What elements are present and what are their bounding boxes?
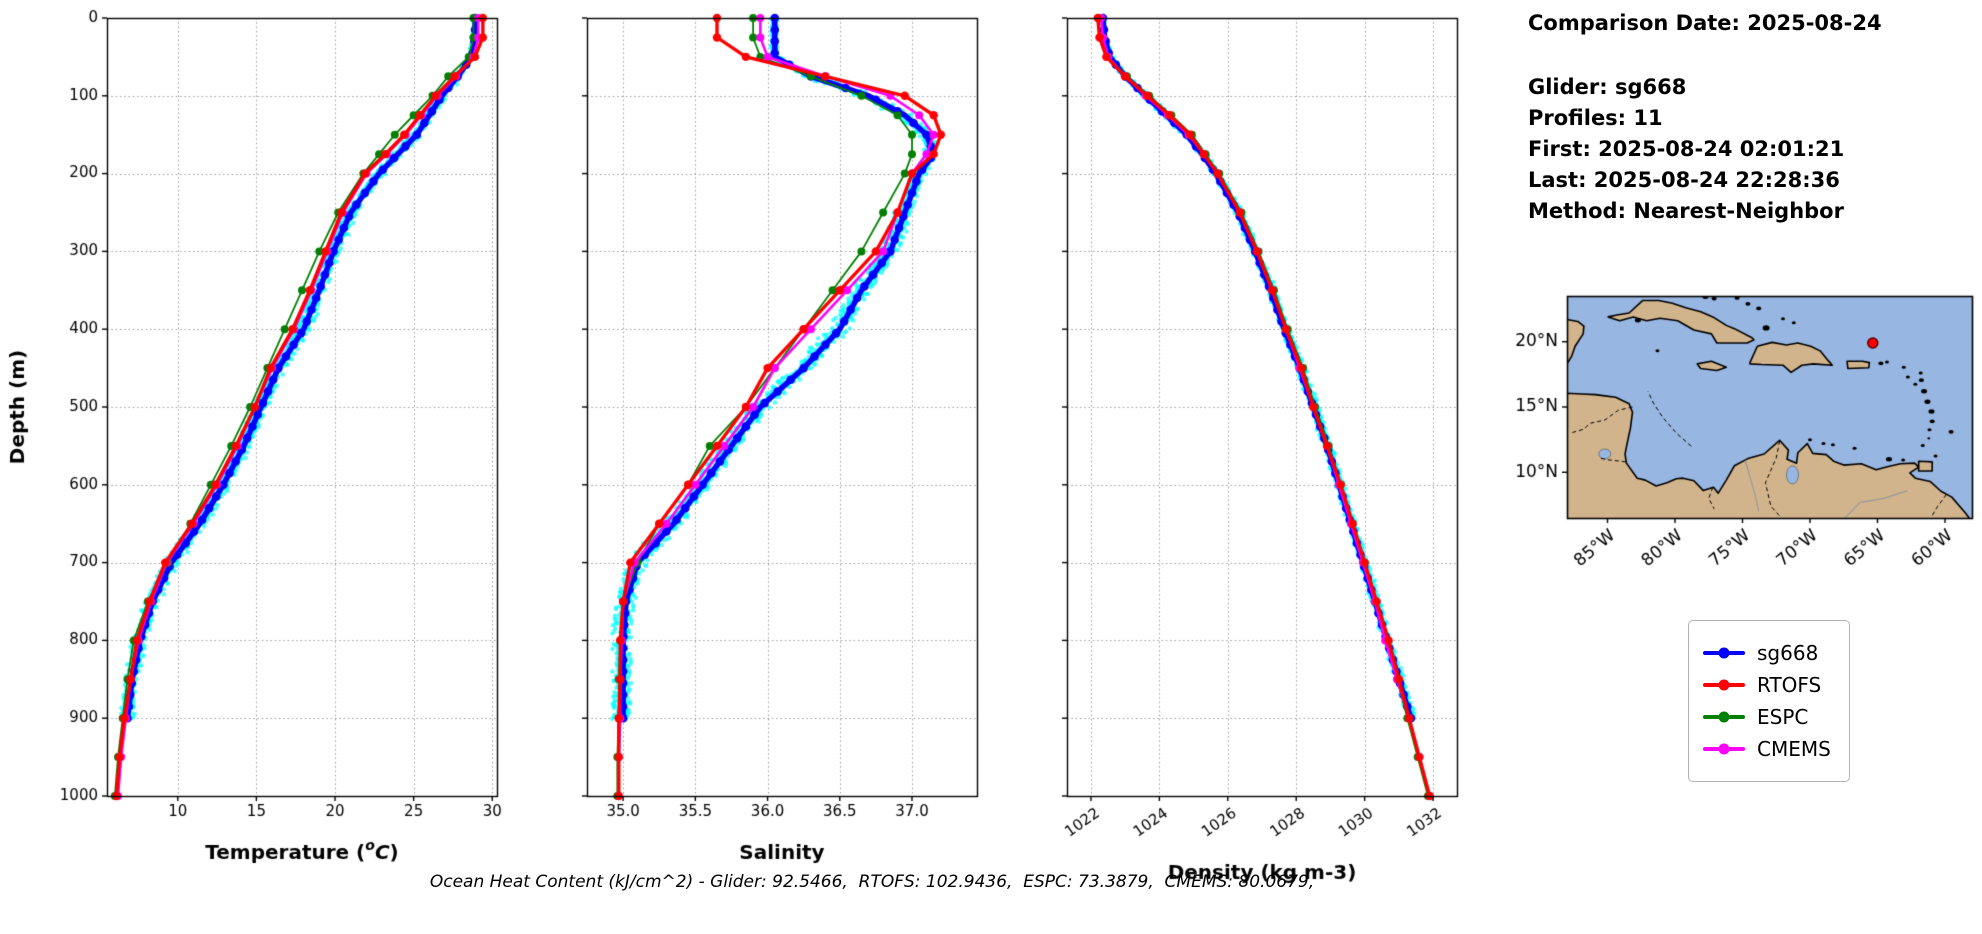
comparison-date: Comparison Date: 2025-08-24 [1528, 11, 1882, 35]
comparison-info-block: Comparison Date: 2025-08-24 Glider: sg66… [1528, 8, 1882, 227]
comparison-method: Method: Nearest-Neighbor [1528, 199, 1844, 223]
legend-label: CMEMS [1757, 737, 1831, 761]
legend-line-marker-icon [1703, 646, 1745, 660]
temperature-profile-plot [0, 0, 520, 934]
density-profile-plot [1000, 0, 1520, 934]
glider-name: Glider: sg668 [1528, 75, 1687, 99]
legend-label: sg668 [1757, 641, 1819, 665]
legend-line-marker-icon [1703, 678, 1745, 692]
ohc-footer: Ocean Heat Content (kJ/cm^2) - Glider: 9… [429, 872, 1315, 892]
legend-entry-espc: ESPC [1703, 705, 1831, 729]
legend-entry-sg668: sg668 [1703, 641, 1831, 665]
location-map [1490, 250, 1982, 590]
last-profile-time: Last: 2025-08-24 22:28:36 [1528, 168, 1840, 192]
legend: sg668 RTOFS ESPC CMEMS [1688, 620, 1850, 782]
first-profile-time: First: 2025-08-24 02:01:21 [1528, 137, 1845, 161]
legend-line-marker-icon [1703, 710, 1745, 724]
legend-label: ESPC [1757, 705, 1809, 729]
profiles-count: Profiles: 11 [1528, 106, 1663, 130]
legend-label: RTOFS [1757, 673, 1822, 697]
legend-entry-rtofs: RTOFS [1703, 673, 1831, 697]
salinity-profile-plot [520, 0, 1020, 934]
legend-entry-cmems: CMEMS [1703, 737, 1831, 761]
legend-line-marker-icon [1703, 742, 1745, 756]
